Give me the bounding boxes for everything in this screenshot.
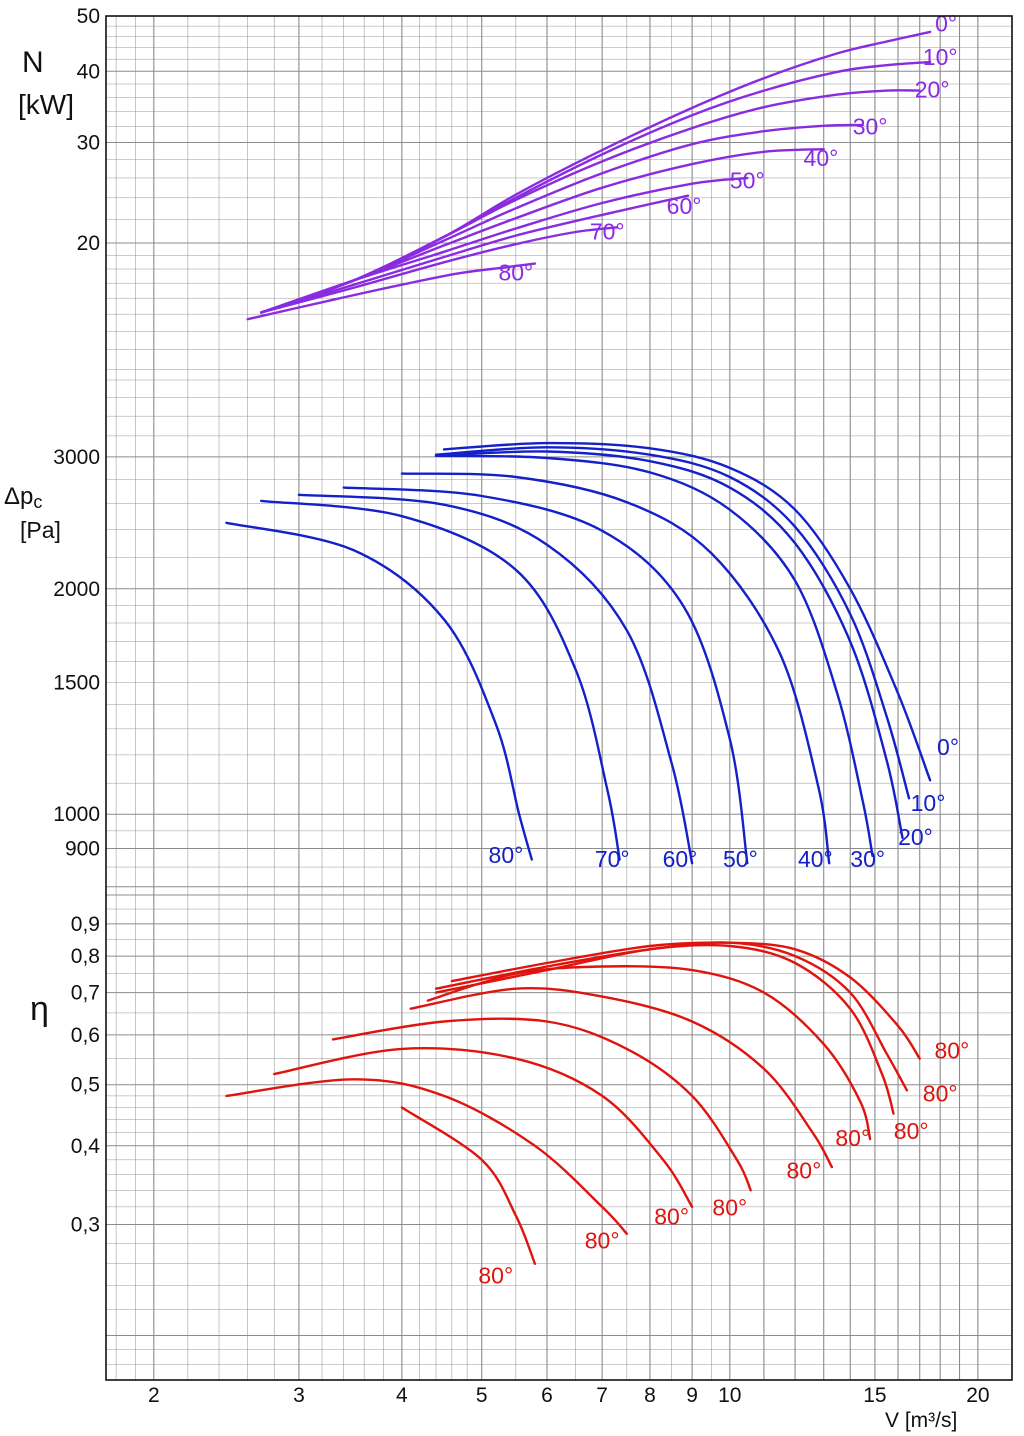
efficiency-curve-label: 80° bbox=[835, 1125, 870, 1151]
pressure-curve-70deg bbox=[260, 499, 621, 861]
x-axis-title: V [m³/s] bbox=[885, 1409, 957, 1432]
pressure-curve-label: 30° bbox=[850, 846, 885, 872]
x-tick-label: 20 bbox=[966, 1384, 989, 1407]
efficiency-y-tick-label: 0,5 bbox=[71, 1074, 100, 1097]
pressure-curve-60deg bbox=[297, 493, 694, 865]
efficiency-curve-40deg bbox=[409, 987, 834, 1169]
efficiency-curve-50deg bbox=[331, 1017, 752, 1192]
power-axis-unit: [kW] bbox=[18, 89, 74, 120]
pressure-curve-0deg bbox=[442, 441, 932, 782]
x-tick-label: 3 bbox=[293, 1384, 305, 1407]
efficiency-curve-80deg bbox=[400, 1106, 537, 1265]
power-curve-10deg bbox=[260, 60, 932, 314]
power-curve-label: 20° bbox=[915, 76, 950, 102]
efficiency-y-tick-label: 0,4 bbox=[71, 1135, 101, 1158]
x-tick-label: 2 bbox=[148, 1384, 160, 1407]
x-tick-label: 15 bbox=[863, 1384, 886, 1407]
power-curve-label: 70° bbox=[590, 218, 625, 244]
pressure-y-tick-label: 1500 bbox=[53, 671, 100, 694]
power-curve-50deg bbox=[260, 176, 749, 314]
power-curve-label: 80° bbox=[498, 259, 533, 285]
tick-labels: 20 30 40 50 900 1000 1500 2000 3000 0,3 0,4 0,5 0,6 0… bbox=[53, 5, 989, 1407]
x-tick-label: 7 bbox=[596, 1384, 608, 1407]
efficiency-y-tick-label: 0,3 bbox=[71, 1214, 100, 1237]
pressure-y-tick-label: 3000 bbox=[53, 446, 100, 469]
efficiency-y-tick-label: 0,6 bbox=[71, 1024, 100, 1047]
pressure-y-tick-label: 2000 bbox=[53, 578, 100, 601]
power-y-tick-label: 30 bbox=[77, 132, 100, 155]
efficiency-curve-label: 80° bbox=[585, 1227, 620, 1253]
x-tick-label: 6 bbox=[541, 1384, 553, 1407]
x-tick-label: 10 bbox=[718, 1384, 741, 1407]
power-curve-label: 50° bbox=[730, 168, 765, 194]
efficiency-curve-70deg bbox=[225, 1078, 628, 1235]
efficiency-curve-label: 80° bbox=[923, 1081, 958, 1107]
efficiency-y-tick-label: 0,7 bbox=[71, 982, 100, 1005]
efficiency-curve-60deg bbox=[273, 1046, 694, 1209]
efficiency-y-tick-label: 0,9 bbox=[71, 913, 100, 936]
efficiency-curve-label: 80° bbox=[712, 1195, 747, 1221]
pressure-curve-label: 50° bbox=[723, 846, 758, 872]
power-y-tick-label: 40 bbox=[77, 60, 100, 83]
power-curve-70deg bbox=[260, 226, 619, 314]
pressure-curve-80deg bbox=[225, 521, 533, 861]
pressure-curve-label: 60° bbox=[663, 846, 698, 872]
pressure-y-tick-label: 900 bbox=[65, 837, 100, 860]
x-tick-label: 9 bbox=[686, 1384, 698, 1407]
pressure-axis-delta-p: Δp bbox=[4, 483, 33, 510]
efficiency-y-tick-label: 0,8 bbox=[71, 945, 100, 968]
efficiency-curve-30deg bbox=[426, 965, 872, 1141]
pressure-curve-40deg bbox=[400, 472, 831, 865]
pressure-curve-20deg bbox=[434, 450, 904, 839]
pressure-curve-50deg bbox=[342, 486, 749, 865]
plot-frame bbox=[105, 15, 1013, 1381]
power-y-tick-label: 50 bbox=[77, 5, 100, 28]
power-curve-label: 10° bbox=[923, 44, 958, 70]
pressure-y-tick-label: 1000 bbox=[53, 803, 100, 826]
efficiency-curve-label: 80° bbox=[894, 1118, 929, 1144]
power-curve-60deg bbox=[260, 194, 690, 314]
power-axis-title: N bbox=[22, 46, 44, 79]
curves bbox=[225, 30, 932, 1265]
pressure-curve-10deg bbox=[434, 446, 911, 800]
efficiency-axis-title: η bbox=[30, 990, 49, 1028]
grid bbox=[106, 15, 1013, 1381]
efficiency-curve-label: 80° bbox=[654, 1204, 689, 1230]
pressure-curve-label: 70° bbox=[595, 846, 630, 872]
efficiency-curve-label: 80° bbox=[935, 1038, 970, 1064]
pressure-curve-30deg bbox=[434, 454, 874, 857]
power-curve-label: 0° bbox=[935, 10, 957, 36]
pressure-axis-title: Δpc bbox=[4, 483, 42, 512]
power-curve-label: 40° bbox=[804, 145, 839, 171]
pressure-curve-label: 0° bbox=[937, 734, 959, 760]
pressure-curve-label: 40° bbox=[798, 846, 833, 872]
efficiency-curve-label: 80° bbox=[787, 1157, 822, 1183]
pressure-curve-label: 20° bbox=[898, 824, 933, 850]
efficiency-curve-label: 80° bbox=[478, 1262, 513, 1288]
x-tick-label: 8 bbox=[644, 1384, 656, 1407]
power-curve-label: 30° bbox=[853, 113, 888, 139]
x-tick-label: 5 bbox=[476, 1384, 488, 1407]
efficiency-curve-0deg bbox=[450, 941, 921, 1060]
power-curve-label: 60° bbox=[667, 193, 702, 219]
efficiency-curve-10deg bbox=[434, 941, 909, 1092]
power-curve-80deg bbox=[246, 262, 537, 321]
pressure-axis-subscript: c bbox=[33, 492, 42, 512]
x-tick-label: 4 bbox=[396, 1384, 408, 1407]
pressure-curve-label: 80° bbox=[489, 842, 524, 868]
pressure-axis-unit: [Pa] bbox=[20, 517, 61, 543]
pressure-curve-label: 10° bbox=[911, 790, 946, 816]
curve-labels: 0° 10° 20° 30° 40° 50° 60° 70° 80° 0° 10° 20° 30° 40°… bbox=[478, 10, 969, 1288]
power-y-tick-label: 20 bbox=[77, 232, 100, 255]
